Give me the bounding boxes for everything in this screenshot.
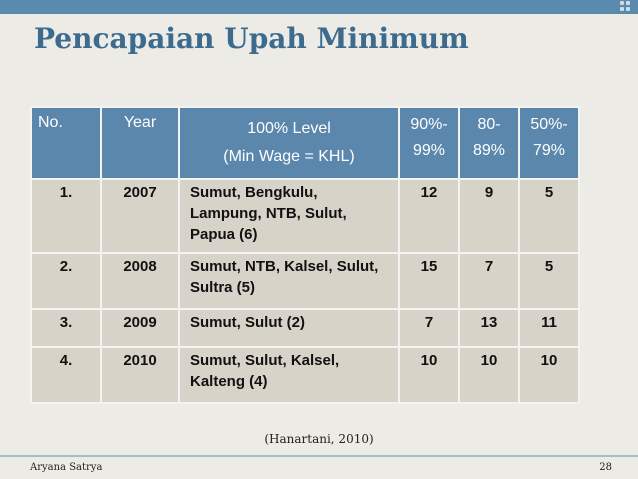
top-band	[0, 0, 638, 14]
cell-90-99: 10	[398, 346, 460, 404]
corner-dots-decoration	[620, 1, 632, 13]
table-row: 1. 2007 Sumut, Bengkulu, Lampung, NTB, S…	[30, 178, 580, 254]
cell-80-89: 13	[458, 308, 520, 348]
header-80-line1: 80-	[477, 116, 501, 133]
cell-year: 2007	[100, 178, 180, 254]
cell-80-89: 9	[458, 178, 520, 254]
cell-90-99: 12	[398, 178, 460, 254]
cell-level: Sumut, Sulut (2)	[178, 308, 400, 348]
citation: (Hanartani, 2010)	[264, 432, 374, 446]
header-80-89: 80- 89%	[458, 106, 520, 180]
header-level: 100% Level (Min Wage = KHL)	[178, 106, 400, 180]
cell-50-79: 11	[518, 308, 580, 348]
header-year: Year	[100, 106, 180, 180]
cell-no: 4.	[30, 346, 102, 404]
header-50-79: 50%- 79%	[518, 106, 580, 180]
table-row: 2. 2008 Sumut, NTB, Kalsel, Sulut, Sultr…	[30, 252, 580, 310]
cell-year: 2010	[100, 346, 180, 404]
wage-table-container: No. Year 100% Level (Min Wage = KHL) 90%…	[30, 106, 580, 404]
header-no: No.	[30, 106, 102, 180]
header-90-line2: 99%	[412, 142, 446, 159]
cell-50-79: 5	[518, 178, 580, 254]
header-level-line2: (Min Wage = KHL)	[223, 148, 355, 165]
cell-year: 2009	[100, 308, 180, 348]
slide-title: Pencapaian Upah Minimum	[34, 22, 469, 55]
header-50-line1: 50%-	[530, 116, 568, 133]
footer-author: Aryana Satrya	[30, 462, 103, 473]
header-80-line2: 89%	[472, 142, 506, 159]
table-row: 4. 2010 Sumut, Sulut, Kalsel, Kalteng (4…	[30, 346, 580, 404]
wage-table: No. Year 100% Level (Min Wage = KHL) 90%…	[30, 106, 580, 404]
table-header-row: No. Year 100% Level (Min Wage = KHL) 90%…	[30, 106, 580, 180]
page-number: 28	[599, 462, 612, 473]
header-90-99: 90%- 99%	[398, 106, 460, 180]
header-level-line1: 100% Level	[247, 120, 331, 137]
cell-90-99: 7	[398, 308, 460, 348]
cell-50-79: 10	[518, 346, 580, 404]
cell-level: Sumut, Bengkulu, Lampung, NTB, Sulut, Pa…	[178, 178, 400, 254]
cell-80-89: 7	[458, 252, 520, 310]
header-50-line2: 79%	[532, 142, 566, 159]
cell-no: 3.	[30, 308, 102, 348]
cell-no: 1.	[30, 178, 102, 254]
cell-year: 2008	[100, 252, 180, 310]
cell-90-99: 15	[398, 252, 460, 310]
cell-level: Sumut, NTB, Kalsel, Sulut, Sultra (5)	[178, 252, 400, 310]
footer-divider	[0, 455, 638, 457]
cell-no: 2.	[30, 252, 102, 310]
header-90-line1: 90%-	[410, 116, 448, 133]
cell-80-89: 10	[458, 346, 520, 404]
cell-level: Sumut, Sulut, Kalsel, Kalteng (4)	[178, 346, 400, 404]
table-row: 3. 2009 Sumut, Sulut (2) 7 13 11	[30, 308, 580, 348]
cell-50-79: 5	[518, 252, 580, 310]
